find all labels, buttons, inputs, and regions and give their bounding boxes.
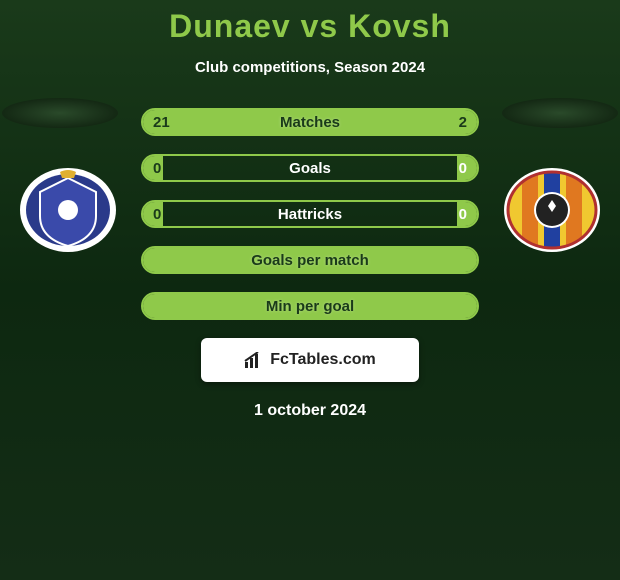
team-left-shadow	[2, 98, 118, 128]
stats-bars: Matches212Goals00Hattricks00Goals per ma…	[141, 104, 479, 320]
vs-label: vs	[301, 8, 339, 44]
bar-label: Min per goal	[143, 294, 477, 318]
team-right-logo	[502, 166, 602, 254]
bar-value-left: 21	[143, 110, 180, 134]
bar-label: Goals	[143, 156, 477, 180]
team-right-shadow	[502, 98, 618, 128]
badge-text: FcTables.com	[270, 351, 376, 369]
page-title: Dunaev vs Kovsh	[0, 8, 620, 45]
fctables-badge: FcTables.com	[201, 338, 419, 382]
stat-bar-goals-per-match: Goals per match	[141, 246, 479, 274]
player2-name: Kovsh	[348, 8, 451, 44]
team-left-logo	[18, 166, 118, 254]
bar-label: Matches	[143, 110, 477, 134]
bar-label: Goals per match	[143, 248, 477, 272]
bar-label: Hattricks	[143, 202, 477, 226]
stat-bar-matches: Matches21 2	[141, 108, 479, 136]
bar-value-right: 0	[449, 202, 477, 226]
stat-bar-hattricks: Hattricks0 0	[141, 200, 479, 228]
bar-value-left: 0	[143, 156, 171, 180]
stat-bar-goals: Goals0 0	[141, 154, 479, 182]
player1-name: Dunaev	[169, 8, 291, 44]
bar-value-right: 2	[449, 110, 477, 134]
bar-value-right: 0	[449, 156, 477, 180]
subtitle: Club competitions, Season 2024	[0, 59, 620, 76]
stat-bar-min-per-goal: Min per goal	[141, 292, 479, 320]
bar-value-left: 0	[143, 202, 171, 226]
date-text: 1 october 2024	[0, 402, 620, 420]
